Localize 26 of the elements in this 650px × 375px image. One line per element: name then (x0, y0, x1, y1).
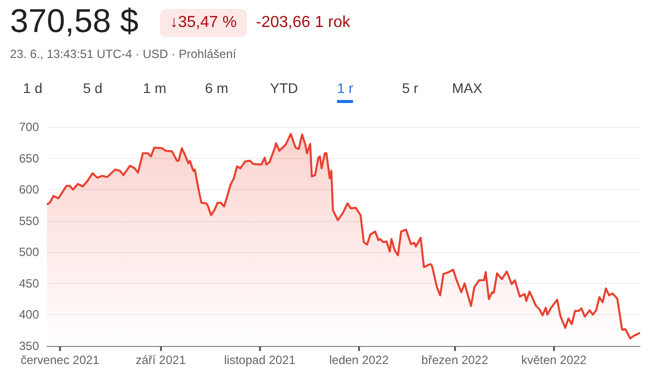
y-tick-label: 450 (18, 276, 40, 290)
text: MAX (452, 80, 482, 98)
y-tick-label: 650 (18, 151, 40, 166)
x-tick-label: březen 2022 (421, 353, 488, 367)
text: 6 m (205, 80, 228, 98)
text: 5 d (83, 80, 102, 98)
text: -203,66 1 rok (256, 14, 350, 32)
text: ↓35,47 % (160, 9, 247, 37)
y-tick-label: 600 (18, 182, 40, 197)
x-tick-label: září 2021 (136, 353, 186, 367)
text: 1 r (337, 80, 354, 103)
text: YTD (270, 80, 298, 98)
y-tick-label: 400 (18, 308, 40, 322)
text: 1 m (143, 80, 166, 98)
x-tick-label: červenec 2021 (20, 353, 100, 367)
x-tick-label: květen 2022 (521, 353, 587, 367)
text: 1 d (23, 80, 42, 98)
y-tick-label: 550 (18, 214, 40, 228)
x-tick-label: listopad 2021 (224, 353, 296, 367)
y-tick-label: 350 (18, 339, 40, 353)
y-tick-label: 700 (18, 120, 40, 134)
x-tick-label: leden 2022 (329, 353, 389, 367)
chart-subtitle: 23. 6., 13:43:51 UTC-4 · USD · Prohlášení (10, 47, 236, 61)
text: 5 r (402, 80, 418, 98)
y-tick-label: 500 (18, 245, 40, 260)
chart-title: 370,58 $ (10, 2, 138, 40)
